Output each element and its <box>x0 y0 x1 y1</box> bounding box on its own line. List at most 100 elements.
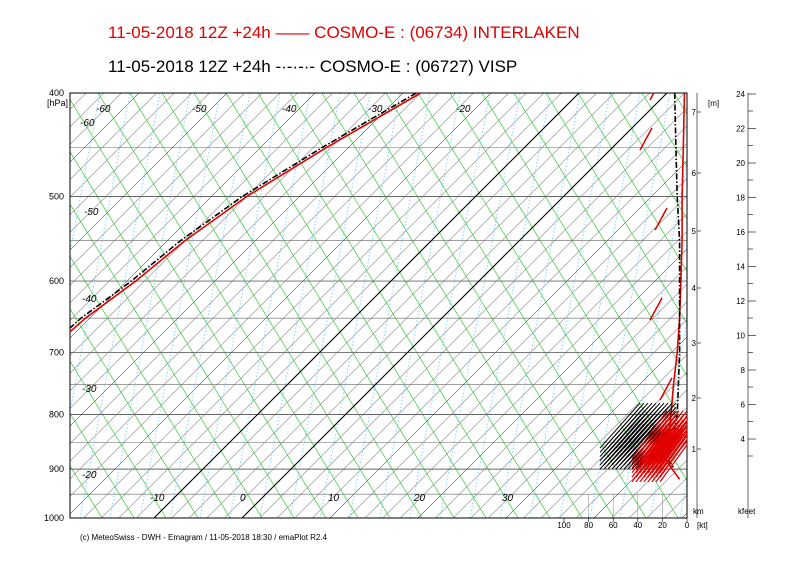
dry-adiabat-line <box>609 93 687 220</box>
isopleth-label: -50 <box>84 207 99 218</box>
wind-speed-axis: 100 80 60 40 20 0 <box>557 518 690 530</box>
kfeet-tick-label: 10 <box>736 332 745 341</box>
wind-tick-label: 20 <box>658 521 667 530</box>
pressure-tick-label: 900 <box>49 464 64 474</box>
dry-adiabat-line <box>97 93 359 518</box>
wind-tick-label: 100 <box>557 521 571 530</box>
isotherm-line <box>171 93 597 518</box>
wind-tick-label: 0 <box>685 521 690 530</box>
dry-adiabat-line <box>70 151 295 518</box>
km-axis: 7 6 5 4 3 2 1 <box>692 93 701 518</box>
mixing-ratio-line <box>0 93 10 518</box>
isotherm-line <box>70 93 228 251</box>
isotherm-line <box>70 93 333 357</box>
isotherm-line <box>700 93 800 518</box>
dry-adiabat-line <box>129 93 391 518</box>
isotherm-line <box>364 195 687 518</box>
wind-unit-label: [kt] <box>697 521 708 530</box>
isotherm-line <box>312 142 687 518</box>
dry-adiabat-line <box>738 93 800 518</box>
wind-barb-visp <box>607 423 649 470</box>
wind-barb-visp <box>599 407 641 453</box>
isopleth-label: 10 <box>328 493 340 504</box>
kfeet-tick-label: 16 <box>736 228 745 237</box>
dry-adiabat-line <box>577 93 687 272</box>
wind-barb-interlaken <box>635 433 672 483</box>
kfeet-tick-label: 8 <box>741 366 746 375</box>
isotherm-line <box>118 93 545 518</box>
wind-tick-label: 60 <box>609 521 618 530</box>
dry-adiabat-line <box>321 93 583 518</box>
isotherm-line <box>70 93 421 445</box>
isotherm-line <box>470 301 687 518</box>
kfeet-tick-label: 22 <box>736 125 745 134</box>
wind-barb-interlaken <box>631 424 668 474</box>
isotherm-line <box>488 318 687 518</box>
series-2 <box>70 93 417 330</box>
isopleth-label: -30 <box>82 384 97 395</box>
wind-barb-upper <box>649 297 663 321</box>
mixing-ratio-line <box>259 93 341 518</box>
isopleth-label: -20 <box>82 470 97 481</box>
isotherm-line <box>70 93 245 269</box>
wind-barb-upper <box>639 127 653 151</box>
isotherm-line <box>770 93 800 518</box>
isotherm-line <box>294 125 687 518</box>
isotherm-line <box>83 93 509 518</box>
isotherm-line <box>400 230 687 518</box>
wind-barb-visp <box>599 411 641 457</box>
dry-adiabat-line <box>641 93 687 168</box>
dry-adiabat-line <box>289 93 551 518</box>
pressure-unit-label: [hPa] <box>47 98 68 108</box>
wind-barb-visp <box>599 423 641 470</box>
pressure-tick-label: 400 <box>49 88 64 98</box>
isotherm-line <box>70 93 263 286</box>
legend-line-interlaken: 11-05-2018 12Z +24h —— COSMO-E : (06734)… <box>108 23 580 42</box>
mixing-ratio-line <box>70 93 71 96</box>
isotherm-line <box>70 93 298 321</box>
wind-barb-upper <box>659 377 673 401</box>
isotherm-line <box>452 283 687 518</box>
dry-adiabat-line <box>353 93 615 518</box>
wind-barb-interlaken <box>631 433 668 483</box>
isotherm-line <box>70 93 439 462</box>
mixing-ratio-line <box>499 93 581 518</box>
isotherm-line <box>505 336 687 518</box>
dry-adiabat-line <box>70 255 231 518</box>
dry-adiabat-line <box>706 93 800 518</box>
km-tick-label: 7 <box>692 108 697 117</box>
dry-adiabat-line <box>417 93 679 518</box>
dry-adiabat-line <box>70 517 71 518</box>
dry-adiabat-line <box>70 465 103 518</box>
wind-barb-visp <box>611 423 653 470</box>
zero-isotherm <box>241 93 668 518</box>
wind-barb-visp <box>599 402 641 449</box>
isotherm-line <box>70 93 210 233</box>
kfeet-axis: 24 22 20 18 16 14 12 10 8 6 4 <box>736 90 756 518</box>
dry-adiabat-line <box>385 93 647 518</box>
km-axis-label: [m] <box>708 99 719 108</box>
dry-adiabat-line <box>70 203 263 518</box>
wind-barb-interlaken <box>651 433 687 483</box>
mixing-ratio-line <box>0 93 40 518</box>
pressure-tick-label: 700 <box>49 348 64 358</box>
mixing-ratio-line <box>70 93 131 414</box>
dry-adiabat-line <box>70 412 135 518</box>
dry-adiabat-line <box>449 93 687 482</box>
wind-barb-upper <box>649 93 655 101</box>
isotherm-line <box>70 93 175 198</box>
wind-tick-label: 80 <box>584 521 593 530</box>
isotherm-line <box>206 93 633 518</box>
km-tick-label: 3 <box>692 339 697 348</box>
isopleth-label: 30 <box>502 493 514 504</box>
isotherm-line <box>259 93 685 518</box>
dry-adiabat-line <box>513 93 687 377</box>
isopleth-label: -50 <box>192 104 207 115</box>
wind-barb-visp <box>599 419 641 466</box>
isotherm-line <box>70 93 157 181</box>
km-tick-label: 2 <box>692 394 697 403</box>
pressure-tick-label: 1000 <box>44 513 64 523</box>
isotherm-line <box>523 354 687 518</box>
kfeet-tick-label: 18 <box>736 194 745 203</box>
mixing-ratio-line <box>409 93 491 518</box>
